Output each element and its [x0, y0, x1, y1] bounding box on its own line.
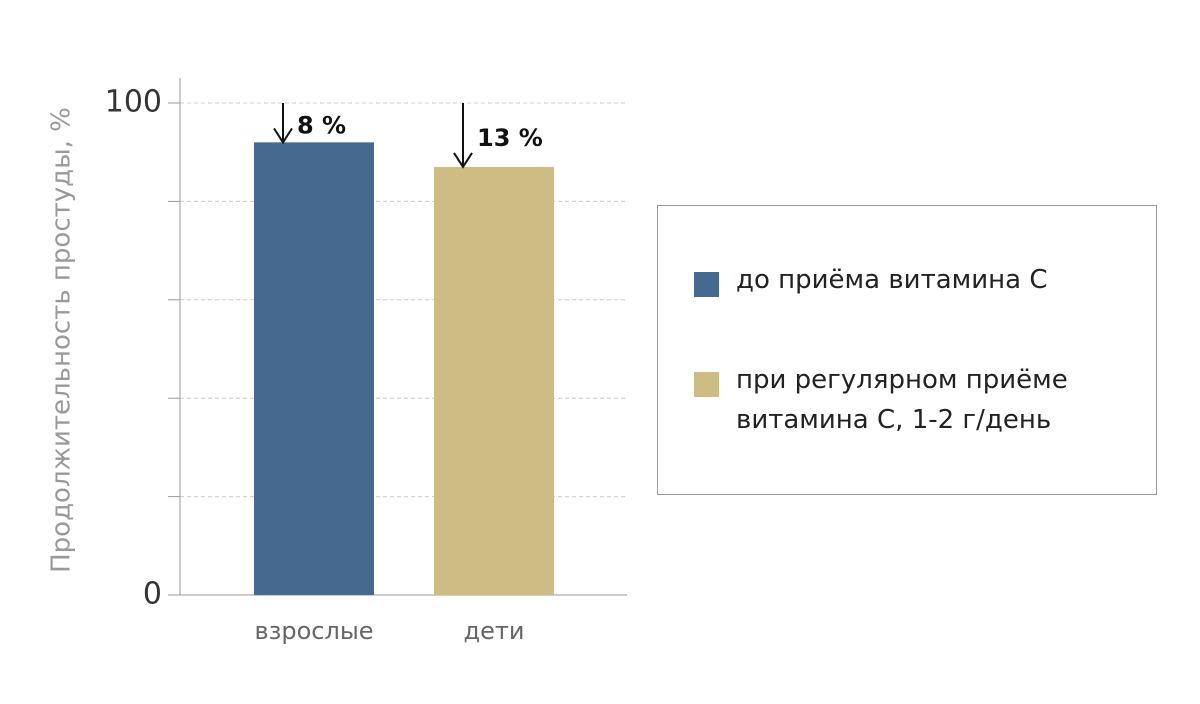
- legend: до приёма витамина С при регулярном приём…: [657, 205, 1157, 495]
- bar: [434, 166, 554, 595]
- y-tick-label: 100: [105, 85, 162, 120]
- x-tick-label: взрослые: [254, 617, 373, 645]
- legend-label: при регулярном приёме витамина С, 1-2 г/…: [736, 365, 1068, 435]
- y-tick-label: 0: [143, 577, 162, 612]
- legend-label: до приёма витамина С: [736, 265, 1048, 295]
- annotation-label: 8 %: [297, 112, 346, 140]
- legend-item: при регулярном приёме витамина С, 1-2 г/…: [694, 365, 1136, 440]
- legend-swatch: [694, 272, 719, 297]
- legend-item: до приёма витамина С: [694, 265, 1136, 300]
- x-tick-label: дети: [464, 617, 525, 645]
- legend-swatch: [694, 372, 719, 397]
- arrow-head: [273, 127, 293, 145]
- annotation-label: 13 %: [477, 124, 543, 152]
- bar: [254, 142, 374, 596]
- y-axis-label: Продолжительность простуды, %: [47, 107, 77, 573]
- arrow-head: [453, 152, 473, 169]
